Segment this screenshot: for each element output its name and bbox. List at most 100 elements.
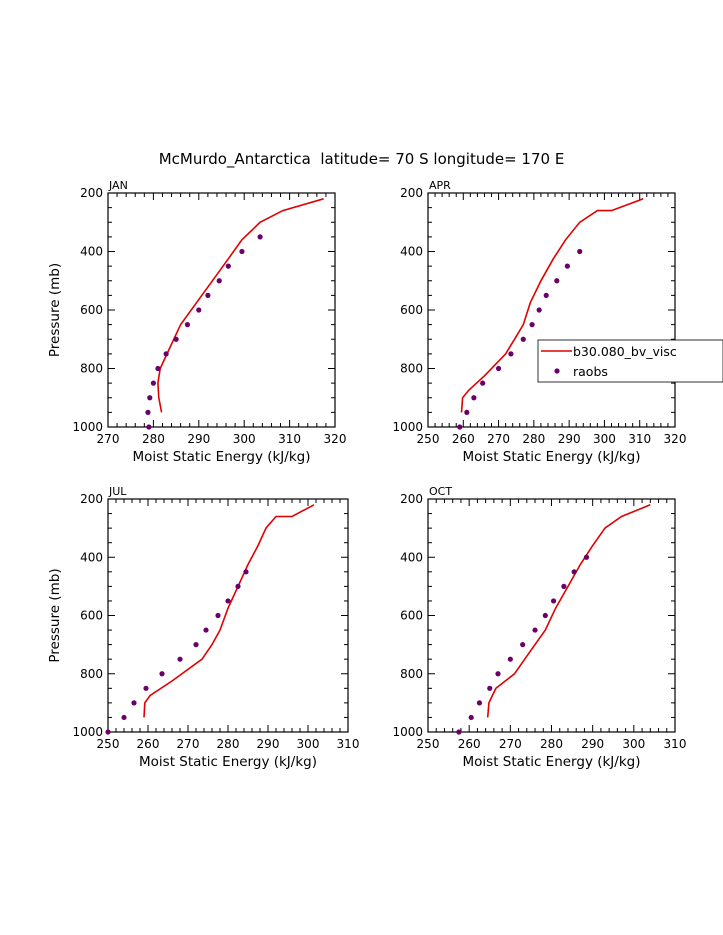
raobs-point	[468, 714, 474, 721]
raobs-point	[239, 248, 245, 255]
raobs-point	[225, 598, 231, 604]
y-tick-label: 1000	[72, 725, 103, 739]
raobs-point	[571, 569, 577, 575]
x-tick-label: 280	[217, 737, 240, 751]
model-profile-line	[157, 198, 324, 413]
raobs-point	[550, 598, 557, 604]
x-tick-label: 310	[278, 432, 301, 446]
raobs-point	[143, 685, 149, 691]
raobs-point	[536, 307, 542, 313]
x-tick-label: 300	[233, 432, 256, 446]
x-tick-label: 320	[664, 432, 687, 446]
raobs-point	[495, 671, 501, 677]
x-tick-label: 260	[452, 432, 475, 446]
y-tick-label: 800	[80, 667, 103, 681]
y-tick-label: 200	[80, 186, 103, 200]
x-tick-label: 310	[628, 432, 651, 446]
legend-obs-swatch	[554, 368, 560, 374]
plot-frame	[427, 192, 676, 428]
y-tick-label: 200	[400, 492, 423, 506]
raobs-point	[216, 278, 222, 284]
raobs-point	[173, 336, 179, 342]
panel-label: OCT	[429, 485, 452, 498]
raobs-point	[507, 656, 513, 662]
x-tick-label: 280	[522, 432, 545, 446]
y-tick-label: 800	[80, 362, 103, 376]
x-axis-title: Moist Static Energy (kJ/kg)	[133, 449, 311, 465]
raobs-point	[203, 627, 209, 633]
raobs-point	[476, 700, 483, 706]
y-tick-label: 400	[80, 550, 103, 564]
legend-obs-label: raobs	[573, 364, 608, 379]
raobs-point	[215, 612, 221, 619]
raobs-point	[205, 292, 211, 298]
raobs-point	[243, 569, 249, 575]
raobs-point	[150, 380, 156, 386]
raobs-point	[131, 700, 137, 706]
panel-apr: APR 250 260 270 280 290 300 310 320 200 400 600 800 1…	[392, 179, 686, 465]
y-tick-label: 200	[400, 186, 423, 200]
panel-label: APR	[429, 179, 451, 192]
raobs-point	[554, 278, 560, 284]
raobs-point	[177, 656, 183, 662]
raobs-point	[542, 612, 548, 619]
raobs-point	[155, 365, 161, 372]
raobs-point	[532, 627, 538, 633]
raobs-point	[193, 642, 199, 648]
x-tick-label: 290	[257, 737, 280, 751]
x-tick-label: 300	[297, 737, 320, 751]
raobs-point	[225, 263, 231, 269]
legend-box	[537, 339, 723, 383]
raobs-point	[495, 365, 502, 372]
raobs-point	[159, 671, 165, 677]
raobs-point	[147, 395, 153, 401]
raobs-point	[145, 409, 151, 415]
x-tick-label: 290	[558, 432, 581, 446]
x-tick-label: 290	[187, 432, 210, 446]
x-tick-label: 310	[337, 737, 360, 751]
y-tick-label: 1000	[392, 420, 423, 434]
raobs-point	[163, 351, 169, 357]
model-profile-line	[460, 198, 644, 413]
x-tick-label: 250	[97, 737, 120, 751]
figure-title: McMurdo_Antarctica latitude= 70 S longit…	[158, 150, 565, 168]
panel-jan: JAN 270 280 290 300 310 320 200 400 600 800 1000 Moi…	[47, 179, 346, 465]
raobs-point	[480, 380, 486, 386]
y-tick-label: 1000	[72, 420, 103, 434]
y-tick-label: 400	[400, 245, 423, 259]
x-tick-label: 270	[177, 737, 200, 751]
plot-frame	[107, 192, 336, 428]
raobs-point	[508, 351, 514, 357]
y-tick-label: 800	[400, 667, 423, 681]
raobs-point	[529, 322, 535, 328]
raobs-point	[121, 714, 127, 721]
raobs-point	[457, 424, 463, 430]
model-profile-line	[486, 504, 651, 718]
raobs-point	[561, 583, 567, 589]
y-tick-label: 800	[400, 362, 423, 376]
x-tick-label: 310	[664, 737, 687, 751]
y-axis-title: Pressure (mb)	[47, 263, 63, 357]
x-tick-label: 320	[324, 432, 347, 446]
x-axis-title: Moist Static Energy (kJ/kg)	[463, 754, 641, 770]
panel-label: JAN	[108, 179, 128, 192]
x-tick-label: 260	[137, 737, 160, 751]
raobs-point	[471, 395, 477, 401]
y-tick-label: 600	[400, 303, 423, 317]
x-axis-title: Moist Static Energy (kJ/kg)	[463, 449, 641, 465]
raobs-point	[456, 729, 462, 735]
raobs-point	[184, 322, 191, 328]
raobs-point	[543, 292, 549, 298]
x-tick-label: 270	[487, 432, 510, 446]
raobs-point	[583, 554, 590, 560]
raobs-point	[257, 234, 263, 240]
raobs-point	[105, 729, 111, 735]
model-profile-line	[143, 504, 315, 718]
x-tick-label: 270	[499, 737, 522, 751]
raobs-point	[564, 263, 570, 269]
raobs-point	[235, 583, 241, 589]
panel-label: JUL	[108, 485, 127, 498]
panel-jul: JUL 250 260 270 280 290 300 310 200 400 600 800 1000…	[47, 485, 359, 770]
y-tick-label: 600	[80, 609, 103, 623]
